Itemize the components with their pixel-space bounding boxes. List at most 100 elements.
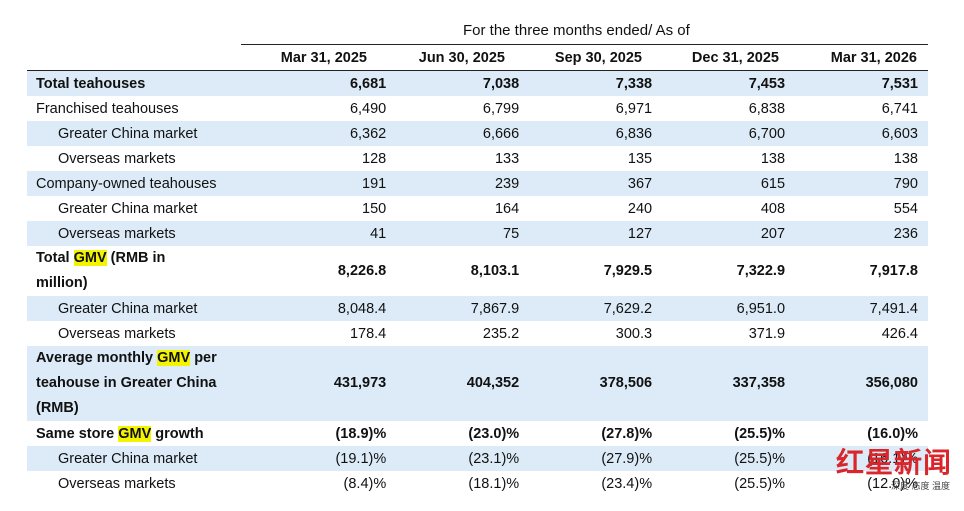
cell: 7,338 [529,71,663,96]
row-label-text: teahouse in Greater China [36,375,217,391]
table-row: Franchised teahouses 6,490 6,799 6,971 6… [27,96,928,121]
gmv-highlight: GMV [118,425,152,442]
row-label-text: (RMB) [36,400,79,416]
cell: 6,362 [263,121,397,146]
row-label: Overseas markets [58,150,176,167]
row-label: Same store GMV growth [27,421,263,446]
row-label: Greater China market [27,121,264,146]
cell: 367 [529,171,663,196]
cell: 7,867.9 [396,296,530,321]
cell: 6,700 [662,121,796,146]
cell: 300.3 [615,325,653,342]
cell: 164 [494,200,520,217]
cell: (25.5)% [662,446,796,471]
watermark-tagline: 深度 态度 温度 [890,481,950,491]
cell: (8.4)% [343,475,387,492]
cell: 378,506 [529,346,663,421]
cell: 240 [627,200,653,217]
cell: 138 [893,150,918,167]
table-row: Same store GMV growth (18.9)% (23.0)% (2… [27,421,928,446]
cell: 235.2 [482,325,520,342]
cell: 239 [396,171,530,196]
gmv-highlight: GMV [157,350,191,366]
cell: 127 [529,221,663,246]
row-label-text: Average monthly [36,350,158,366]
cell: (23.1)% [396,446,530,471]
cell: 8,226.8 [337,262,387,279]
cell: (23.0)% [468,425,520,442]
cell: 356,080 [795,346,928,421]
table-row: Average monthly GMV per teahouse in Grea… [27,346,928,421]
cell: 7,453 [662,71,796,96]
cell: 191 [263,171,397,196]
cell: 6,681 [263,71,397,96]
row-label-text: Total [36,250,74,266]
table-row: Overseas markets 128 133 135 138 138 [27,146,928,171]
column-header-dec-2025: Dec 31, 2025 [691,50,779,66]
cell: 8,103.1 [470,262,520,279]
cell: 7,322.9 [736,262,786,279]
cell: 790 [795,171,928,196]
row-label-text: per [190,350,217,366]
cell: (25.5)% [734,425,786,442]
cell: 6,799 [482,100,520,117]
cell: (18.1)% [468,475,520,492]
cell: 408 [760,200,786,217]
cell: 6,603 [795,121,928,146]
column-header-mar-2026: Mar 31, 2026 [830,50,917,66]
cell: 7,038 [396,71,530,96]
cell: 6,971 [615,100,653,117]
cell: 426.4 [881,325,918,342]
table-row: Total teahouses 6,681 7,038 7,338 7,453 … [27,71,928,96]
cell: 178.4 [349,325,387,342]
cell: 6,490 [349,100,387,117]
row-label: Greater China market [58,200,198,217]
cell: (27.8)% [601,425,653,442]
table-row: Total GMV (RMB in million) 8,226.8 8,103… [27,246,928,296]
cell: (27.9)% [529,446,663,471]
row-label: Greater China market [27,446,264,471]
watermark-title: 红星新闻 [835,446,952,479]
period-title: For the three months ended/ As of [463,22,690,39]
cell: 138 [760,150,786,167]
cell: 6,836 [529,121,663,146]
cell: 337,358 [662,346,796,421]
cell: 128 [362,150,387,167]
row-label: Overseas markets [58,325,176,342]
cell: 7,917.8 [869,262,918,279]
table-row: Greater China market 8,048.4 7,867.9 7,6… [27,296,928,321]
cell: 236 [795,221,928,246]
cell: (16.0)% [867,425,918,442]
cell: 8,048.4 [263,296,397,321]
header-rule-bottom [27,70,928,71]
row-label: Average monthly GMV per teahouse in Grea… [27,346,264,421]
row-label: Greater China market [27,296,264,321]
cell: 615 [662,171,796,196]
row-label-text: million) [36,275,88,291]
table-row: Overseas markets (8.4)% (18.1)% (23.4)% … [27,471,928,496]
row-label-text: growth [151,425,204,442]
cell: 371.9 [748,325,786,342]
table-row: Greater China market 150 164 240 408 554 [27,196,928,221]
table-row: Overseas markets 178.4 235.2 300.3 371.9… [27,321,928,346]
gmv-highlight: GMV [73,250,107,266]
cell: 75 [396,221,530,246]
cell: (19.1)% [263,446,397,471]
cell: 6,741 [881,100,918,117]
cell: 135 [627,150,653,167]
row-label: Total teahouses [27,71,264,96]
column-header-sep-2025: Sep 30, 2025 [554,50,642,66]
cell: 6,951.0 [662,296,796,321]
cell: (18.9)% [335,425,387,442]
cell: (23.4)% [601,475,653,492]
header-rule-top [241,44,928,45]
column-header-mar-2025: Mar 31, 2025 [280,50,367,66]
cell: 6,838 [748,100,786,117]
cell: 431,973 [263,346,397,421]
table-row: Greater China market (19.1)% (23.1)% (27… [27,446,928,471]
cell: 150 [362,200,387,217]
table-row: Greater China market 6,362 6,666 6,836 6… [27,121,928,146]
cell: 207 [662,221,796,246]
row-label: Franchised teahouses [36,100,179,117]
cell: 7,531 [795,71,928,96]
